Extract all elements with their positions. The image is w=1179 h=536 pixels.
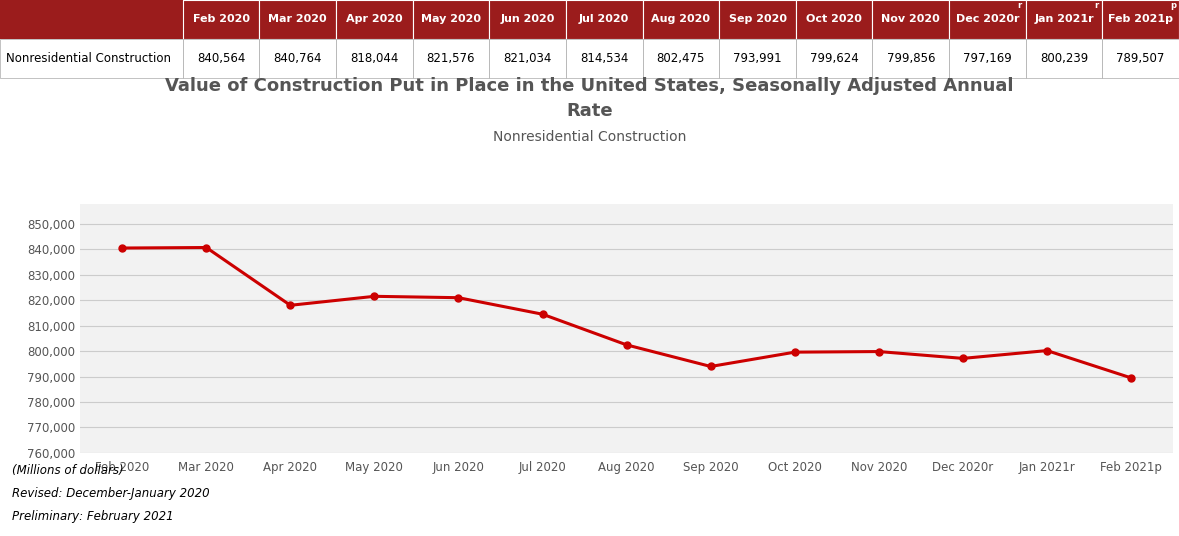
Bar [1026,0,1102,39]
Text: Dec 2020r: Dec 2020r [956,14,1019,25]
Bar [872,39,949,78]
Bar [259,0,336,39]
Bar [566,0,643,39]
Bar [719,0,796,39]
Bar [489,0,566,39]
Text: Nov 2020: Nov 2020 [882,14,940,25]
Bar [566,39,643,78]
Text: 818,044: 818,044 [350,52,399,65]
Text: Oct 2020: Oct 2020 [806,14,862,25]
Text: 799,856: 799,856 [887,52,935,65]
Text: Revised: December-January 2020: Revised: December-January 2020 [12,487,210,500]
Text: 799,624: 799,624 [810,52,858,65]
Text: 821,034: 821,034 [503,52,552,65]
Text: 789,507: 789,507 [1117,52,1165,65]
Bar [643,0,719,39]
Text: p: p [1170,1,1175,10]
Text: Rate: Rate [566,102,613,120]
Bar [0,0,183,39]
Bar [796,0,872,39]
Bar [1026,39,1102,78]
Bar [643,39,719,78]
Text: 793,991: 793,991 [733,52,782,65]
Text: Jan 2021r: Jan 2021r [1034,14,1094,25]
Text: r: r [1017,1,1022,10]
Text: 797,169: 797,169 [963,52,1012,65]
Text: 800,239: 800,239 [1040,52,1088,65]
Bar [1102,39,1179,78]
Bar [1102,0,1179,39]
Bar [949,0,1026,39]
Text: 840,564: 840,564 [197,52,245,65]
Text: May 2020: May 2020 [421,14,481,25]
Bar [489,39,566,78]
Bar [872,0,949,39]
Text: Feb 2021p: Feb 2021p [1108,14,1173,25]
Bar [336,39,413,78]
Text: Value of Construction Put in Place in the United States, Seasonally Adjusted Ann: Value of Construction Put in Place in th… [165,77,1014,95]
Bar [796,39,872,78]
Text: Preliminary: February 2021: Preliminary: February 2021 [12,510,173,523]
Text: Jul 2020: Jul 2020 [579,14,630,25]
Bar [719,39,796,78]
Text: 821,576: 821,576 [427,52,475,65]
Text: Nonresidential Construction: Nonresidential Construction [6,52,171,65]
Bar [183,0,259,39]
Text: r: r [1094,1,1099,10]
Bar [183,39,259,78]
Bar [259,39,336,78]
Text: Apr 2020: Apr 2020 [345,14,403,25]
Text: 814,534: 814,534 [580,52,628,65]
Bar [413,0,489,39]
Text: 840,764: 840,764 [274,52,322,65]
Text: Jun 2020: Jun 2020 [500,14,555,25]
Bar [336,0,413,39]
Bar [413,39,489,78]
Bar [0,39,183,78]
Text: Nonresidential Construction: Nonresidential Construction [493,130,686,144]
Text: Feb 2020: Feb 2020 [192,14,250,25]
Bar [949,39,1026,78]
Text: Aug 2020: Aug 2020 [651,14,711,25]
Text: 802,475: 802,475 [657,52,705,65]
Text: (Millions of dollars): (Millions of dollars) [12,464,124,477]
Text: Sep 2020: Sep 2020 [729,14,786,25]
Text: Mar 2020: Mar 2020 [269,14,327,25]
